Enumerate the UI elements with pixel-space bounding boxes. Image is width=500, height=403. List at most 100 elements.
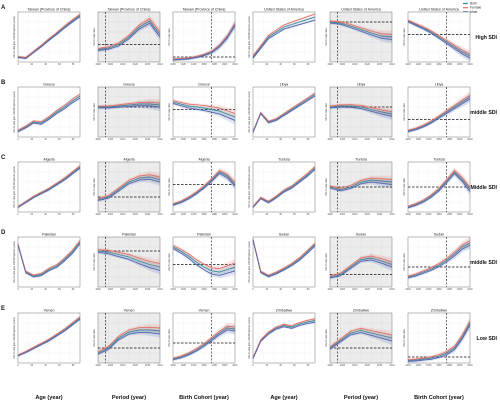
series-line-female bbox=[407, 320, 471, 361]
x-tick-label: 60 bbox=[58, 364, 61, 367]
x-tick-label: 2000 bbox=[457, 138, 463, 141]
series-line-female bbox=[407, 19, 471, 55]
x-tick-label: 2030 bbox=[377, 213, 383, 216]
y-axis-label: DALYs rate ratio bbox=[403, 103, 406, 121]
x-tick-label: 2040 bbox=[389, 288, 395, 291]
series-line-male bbox=[407, 324, 471, 362]
x-tick-label: 2020 bbox=[365, 213, 371, 216]
x-tick-label: 1940 bbox=[191, 63, 197, 66]
x-tick-label: 1920 bbox=[416, 213, 422, 216]
x-tick-label: 0 bbox=[252, 138, 254, 141]
x-tick-label: 2040 bbox=[389, 138, 395, 141]
x-tick-label: 1980 bbox=[212, 138, 218, 141]
series-line-male bbox=[17, 16, 81, 60]
x-tick-label: 2020 bbox=[232, 288, 238, 291]
series-line-both bbox=[97, 176, 161, 200]
y-axis-label: DALYs rate ratio bbox=[325, 178, 328, 196]
series-line-female bbox=[17, 13, 81, 58]
x-tick-label: 1990 bbox=[327, 213, 333, 216]
series-line-male bbox=[252, 239, 316, 278]
x-tick-label: 2010 bbox=[352, 63, 358, 66]
series-line-male bbox=[329, 106, 393, 117]
row-letter-e: E bbox=[1, 306, 5, 312]
x-tick-label: 1990 bbox=[327, 138, 333, 141]
x-tick-label: 2020 bbox=[133, 63, 139, 66]
series-band-female bbox=[330, 175, 392, 190]
series-band-male bbox=[330, 257, 392, 280]
row-letter-c: C bbox=[1, 155, 6, 161]
x-tick-label: 1920 bbox=[416, 288, 422, 291]
x-tick-label: 60 bbox=[293, 138, 296, 141]
x-tick-label: 1980 bbox=[212, 213, 218, 216]
x-tick-label: 1960 bbox=[436, 288, 442, 291]
x-tick-label: 2020 bbox=[133, 364, 139, 367]
x-tick-label: 1920 bbox=[416, 63, 422, 66]
x-tick-label: 40 bbox=[279, 288, 282, 291]
series-line-both bbox=[329, 257, 393, 278]
x-tick-label: 2000 bbox=[108, 213, 114, 216]
x-tick-label: 1900 bbox=[170, 364, 176, 367]
series-line-male bbox=[97, 251, 161, 271]
legend-label-both: Both bbox=[470, 2, 477, 6]
x-tick-label: 1900 bbox=[405, 364, 411, 367]
series-band-both bbox=[173, 20, 235, 61]
series-band-female bbox=[330, 19, 392, 39]
x-tick-label: 40 bbox=[44, 63, 47, 66]
series-line-female bbox=[172, 23, 236, 60]
y-axis-label: DALYs rate ratio bbox=[403, 28, 406, 46]
series-line-both bbox=[17, 95, 81, 132]
series-band-male bbox=[408, 170, 470, 210]
x-tick-label: 2010 bbox=[120, 364, 126, 367]
panel-title: Tunisia bbox=[278, 157, 289, 161]
panel-title: Sudan bbox=[434, 232, 444, 236]
y-axis-label: DALYs rate (per 100,000 person-years) bbox=[13, 241, 16, 283]
x-tick-label: 80 bbox=[307, 364, 310, 367]
series-line-female bbox=[97, 18, 161, 49]
x-tick-label: 60 bbox=[293, 288, 296, 291]
series-line-both bbox=[172, 171, 236, 205]
panel-title: Pakistan bbox=[197, 232, 211, 236]
series-line-male bbox=[407, 21, 471, 59]
x-tick-label: 1900 bbox=[170, 138, 176, 141]
series-band-male bbox=[253, 18, 315, 60]
series-line-both bbox=[407, 96, 471, 132]
series-line-both bbox=[252, 94, 316, 133]
series-line-male bbox=[329, 332, 393, 350]
y-axis-label: DALYs rate ratio bbox=[168, 103, 171, 121]
series-line-both bbox=[17, 317, 81, 356]
series-line-male bbox=[17, 318, 81, 357]
x-tick-label: 1980 bbox=[447, 213, 453, 216]
x-tick-label: 2020 bbox=[467, 364, 473, 367]
x-tick-label: 2030 bbox=[145, 364, 151, 367]
x-tick-label: 2020 bbox=[232, 364, 238, 367]
series-band-both bbox=[173, 245, 235, 275]
y-axis-label: DALYs rate ratio bbox=[325, 253, 328, 271]
series-line-both bbox=[252, 320, 316, 359]
series-line-both bbox=[97, 329, 161, 354]
series-line-both bbox=[98, 103, 161, 108]
series-line-male bbox=[407, 244, 471, 279]
series-line-female bbox=[17, 165, 81, 207]
series-line-male bbox=[172, 329, 236, 361]
x-tick-label: 0 bbox=[17, 364, 19, 367]
panel-title: Libya bbox=[280, 82, 289, 86]
series-band-female bbox=[330, 103, 392, 116]
series-band-both bbox=[253, 15, 315, 59]
sdi-label-a: High SDI bbox=[475, 35, 497, 41]
x-tick-label: 80 bbox=[307, 213, 310, 216]
x-tick-label: 2000 bbox=[222, 213, 228, 216]
x-tick-label: 60 bbox=[58, 213, 61, 216]
x-tick-label: 1960 bbox=[436, 213, 442, 216]
series-line-male bbox=[252, 95, 316, 133]
series-line-female bbox=[252, 318, 316, 358]
x-tick-label: 20 bbox=[265, 288, 268, 291]
x-tick-label: 80 bbox=[72, 63, 75, 66]
series-band-male bbox=[408, 241, 470, 280]
x-tick-label: 1900 bbox=[405, 288, 411, 291]
x-tick-label: 2030 bbox=[377, 63, 383, 66]
series-line-female bbox=[252, 92, 316, 132]
series-band-male bbox=[98, 20, 160, 52]
x-axis-title: Age (year) bbox=[35, 395, 62, 401]
panel-title: Taiwan (Province of China) bbox=[183, 7, 226, 11]
series-line-male bbox=[252, 19, 316, 59]
